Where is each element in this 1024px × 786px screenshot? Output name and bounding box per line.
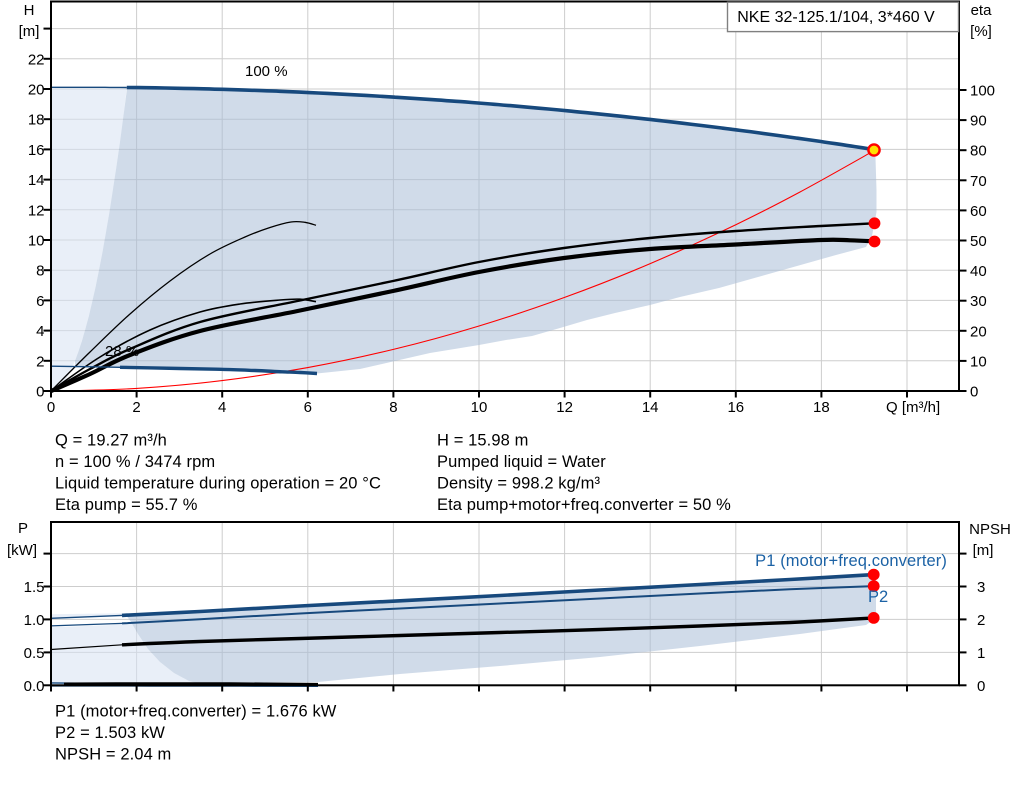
- svg-text:8: 8: [389, 399, 397, 416]
- svg-text:[%]: [%]: [970, 23, 992, 40]
- svg-text:6: 6: [36, 293, 44, 310]
- svg-text:Eta pump+motor+freq.converter: Eta pump+motor+freq.converter = 50 %: [437, 496, 731, 514]
- svg-text:0: 0: [970, 384, 978, 401]
- svg-text:100: 100: [970, 83, 995, 100]
- svg-text:80: 80: [970, 143, 987, 160]
- svg-text:P2: P2: [868, 588, 888, 606]
- svg-text:40: 40: [970, 263, 987, 280]
- svg-text:4: 4: [36, 323, 44, 340]
- svg-text:eta: eta: [971, 2, 993, 19]
- svg-text:18: 18: [28, 112, 45, 129]
- svg-text:0.0: 0.0: [24, 678, 45, 695]
- svg-text:14: 14: [28, 172, 45, 189]
- svg-text:0.5: 0.5: [24, 645, 45, 662]
- svg-text:Q = 19.27 m³/h: Q = 19.27 m³/h: [55, 432, 167, 450]
- svg-text:18: 18: [813, 399, 830, 416]
- svg-text:16: 16: [727, 399, 744, 416]
- svg-text:Pumped liquid = Water: Pumped liquid = Water: [437, 453, 606, 471]
- svg-text:n = 100 % / 3474 rpm: n = 100 % / 3474 rpm: [55, 453, 215, 471]
- svg-text:28 %: 28 %: [105, 343, 139, 360]
- svg-text:Q [m³/h]: Q [m³/h]: [886, 399, 940, 416]
- svg-text:3: 3: [977, 579, 985, 596]
- svg-text:NPSH = 2.04 m: NPSH = 2.04 m: [55, 746, 171, 764]
- svg-text:0: 0: [36, 384, 44, 401]
- svg-text:0: 0: [977, 678, 985, 695]
- svg-text:12: 12: [556, 399, 573, 416]
- svg-text:P1 (motor+freq.converter) = 1.: P1 (motor+freq.converter) = 1.676 kW: [55, 703, 337, 721]
- svg-text:20: 20: [28, 82, 45, 99]
- svg-text:2: 2: [36, 353, 44, 370]
- svg-text:14: 14: [642, 399, 659, 416]
- svg-text:20: 20: [970, 323, 987, 340]
- svg-text:12: 12: [28, 202, 45, 219]
- svg-text:P: P: [18, 520, 28, 537]
- svg-text:[kW]: [kW]: [7, 542, 37, 559]
- svg-text:H: H: [24, 2, 35, 19]
- svg-text:2: 2: [977, 612, 985, 629]
- svg-text:[m]: [m]: [973, 542, 994, 559]
- svg-text:4: 4: [218, 399, 226, 416]
- svg-text:10: 10: [28, 233, 45, 250]
- svg-text:NPSH: NPSH: [969, 521, 1011, 538]
- svg-text:2: 2: [132, 399, 140, 416]
- svg-text:10: 10: [970, 353, 987, 370]
- svg-text:90: 90: [970, 113, 987, 130]
- svg-text:1: 1: [977, 645, 985, 662]
- svg-text:8: 8: [36, 263, 44, 280]
- svg-text:10: 10: [471, 399, 488, 416]
- svg-text:30: 30: [970, 293, 987, 310]
- svg-text:60: 60: [970, 203, 987, 220]
- svg-text:0: 0: [47, 399, 55, 416]
- svg-text:P2 = 1.503 kW: P2 = 1.503 kW: [55, 724, 165, 742]
- svg-text:NKE 32-125.1/104, 3*460 V: NKE 32-125.1/104, 3*460 V: [737, 9, 935, 26]
- svg-text:[m]: [m]: [19, 23, 40, 40]
- svg-text:6: 6: [304, 399, 312, 416]
- svg-text:16: 16: [28, 142, 45, 159]
- svg-text:Eta pump = 55.7 %: Eta pump = 55.7 %: [55, 496, 198, 514]
- svg-text:100 %: 100 %: [245, 63, 288, 80]
- svg-text:50: 50: [970, 233, 987, 250]
- svg-text:H = 15.98 m: H = 15.98 m: [437, 432, 528, 450]
- svg-text:22: 22: [28, 51, 45, 68]
- svg-text:1.0: 1.0: [24, 612, 45, 629]
- svg-text:1.5: 1.5: [24, 579, 45, 596]
- svg-text:Density = 998.2 kg/m³: Density = 998.2 kg/m³: [437, 475, 600, 493]
- svg-text:Liquid temperature during oper: Liquid temperature during operation = 20…: [55, 475, 381, 493]
- svg-text:P1 (motor+freq.converter): P1 (motor+freq.converter): [755, 552, 947, 570]
- svg-text:70: 70: [970, 173, 987, 190]
